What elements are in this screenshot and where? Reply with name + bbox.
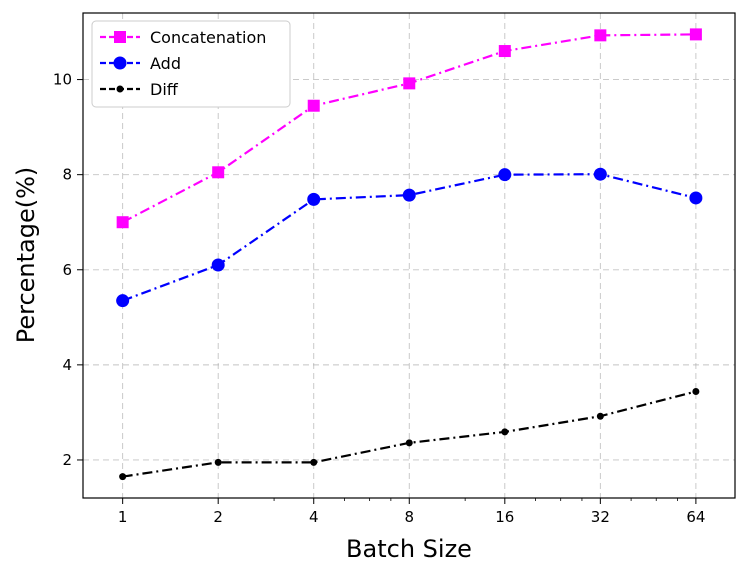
data-point-diff bbox=[501, 428, 509, 436]
y-axis-title: Percentage(%) bbox=[12, 167, 40, 344]
legend-label-diff: Diff bbox=[150, 80, 179, 99]
y-axis-ticks: 2 4 6 8 10 bbox=[53, 71, 83, 469]
x-axis-title: Batch Size bbox=[346, 535, 472, 563]
legend-item-concatenation: Concatenation bbox=[100, 28, 266, 47]
series-diff bbox=[119, 387, 700, 481]
x-tick-label: 16 bbox=[495, 508, 514, 526]
data-point-diff bbox=[214, 458, 222, 466]
x-tick-label: 32 bbox=[591, 508, 610, 526]
data-point-add bbox=[307, 192, 321, 206]
legend: Concatenation Add Diff bbox=[91, 20, 291, 108]
y-tick-label: 6 bbox=[62, 261, 72, 279]
data-point-diff bbox=[405, 439, 413, 447]
legend-marker-concatenation bbox=[114, 31, 126, 43]
legend-marker-diff bbox=[116, 85, 124, 93]
data-point-add bbox=[211, 258, 225, 272]
data-point-diff bbox=[310, 458, 318, 466]
data-point-concatenation bbox=[116, 216, 129, 229]
series-concatenation bbox=[116, 28, 702, 229]
data-point-concatenation bbox=[689, 28, 702, 41]
data-point-add bbox=[402, 188, 416, 202]
x-tick-label: 2 bbox=[213, 508, 223, 526]
legend-label-concatenation: Concatenation bbox=[150, 28, 266, 47]
data-point-diff bbox=[119, 473, 127, 481]
x-tick-label: 1 bbox=[118, 508, 128, 526]
data-point-concatenation bbox=[403, 77, 416, 90]
series-layer bbox=[116, 28, 703, 481]
data-point-add bbox=[116, 294, 130, 308]
data-point-concatenation bbox=[594, 29, 607, 42]
legend-box bbox=[91, 20, 291, 108]
data-point-diff bbox=[692, 387, 700, 395]
y-tick-label: 8 bbox=[62, 166, 72, 184]
data-point-concatenation bbox=[498, 45, 511, 58]
data-point-add bbox=[689, 191, 703, 205]
legend-label-add: Add bbox=[150, 54, 181, 73]
x-tick-label: 64 bbox=[686, 508, 705, 526]
data-point-concatenation bbox=[212, 166, 225, 179]
series-add bbox=[116, 167, 703, 308]
legend-item-add: Add bbox=[100, 54, 181, 73]
x-tick-label: 4 bbox=[309, 508, 319, 526]
legend-marker-add bbox=[113, 56, 127, 70]
y-tick-label: 10 bbox=[53, 71, 72, 89]
y-tick-label: 2 bbox=[62, 451, 72, 469]
data-point-add bbox=[498, 168, 512, 182]
x-axis-ticks: 1 2 4 8 16 32 64 bbox=[118, 498, 705, 526]
y-tick-label: 4 bbox=[62, 356, 72, 374]
data-point-concatenation bbox=[307, 99, 320, 112]
x-tick-label: 8 bbox=[404, 508, 414, 526]
data-point-diff bbox=[596, 412, 604, 420]
data-point-add bbox=[593, 167, 607, 181]
legend-item-diff: Diff bbox=[100, 80, 179, 99]
